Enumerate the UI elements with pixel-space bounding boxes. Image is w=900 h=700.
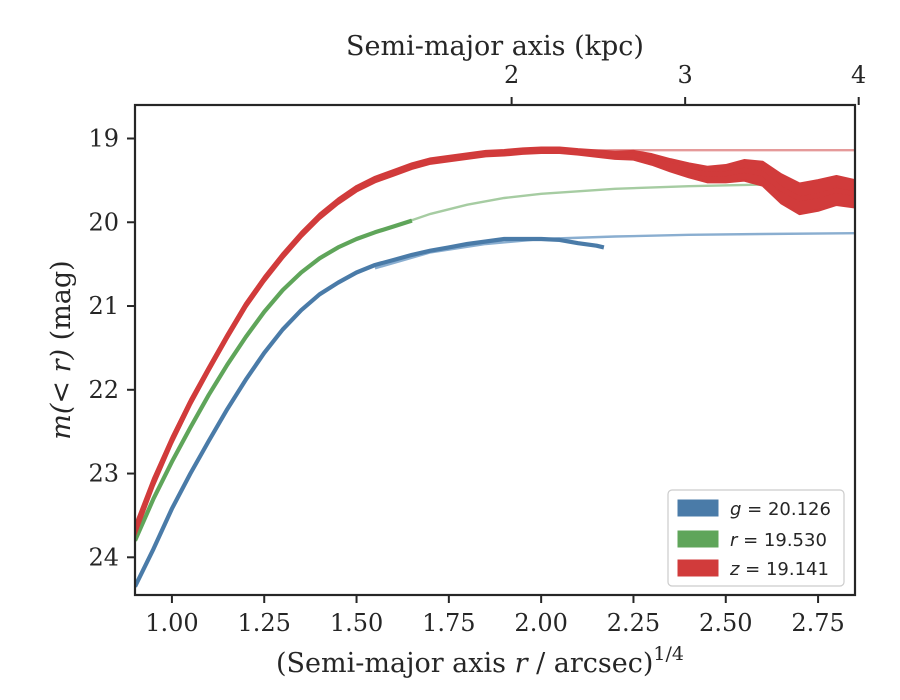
x-tick-label: 2.00: [514, 609, 567, 637]
top-tick-label: 2: [504, 61, 519, 89]
top-axis-title: Semi-major axis (kpc): [346, 31, 644, 62]
legend-label-g: g = 20.126: [730, 499, 831, 520]
top-axis-ticks: 23456: [504, 61, 866, 105]
y-tick-label: 24: [88, 543, 119, 571]
legend-swatch-z: [677, 559, 719, 577]
y-tick-label: 23: [88, 460, 119, 488]
legend-label-r: r = 19.530: [730, 530, 827, 551]
legend-swatch-g: [677, 499, 719, 517]
data-series: [135, 146, 855, 588]
y-axis-ticks: 19 20 21 22 23 24: [88, 125, 135, 571]
x-tick-label: 1.75: [422, 609, 475, 637]
y-tick-label: 21: [88, 292, 119, 320]
series-line-r: [135, 218, 413, 542]
plot-frame: [133, 103, 857, 597]
top-tick-label: 3: [678, 61, 693, 89]
series-line-g: [135, 236, 605, 588]
y-tick-label: 19: [88, 125, 119, 153]
x-axis-title: (Semi-major axis r / arcsec)1/4: [276, 643, 684, 679]
x-tick-label: 2.25: [607, 609, 660, 637]
legend-label-z: z = 19.141: [729, 559, 829, 580]
y-tick-label: 22: [88, 376, 119, 404]
x-tick-label: 2.50: [699, 609, 752, 637]
y-tick-label: 20: [88, 208, 119, 236]
x-tick-label: 1.00: [145, 609, 198, 637]
legend: g = 20.126 r = 19.530 z = 19.141: [667, 489, 845, 587]
model-curve-g: [374, 232, 855, 270]
x-tick-label: 2.75: [791, 609, 844, 637]
top-tick-label: 4: [851, 61, 866, 89]
x-tick-label: 1.50: [330, 609, 383, 637]
x-axis-ticks: 1.00 1.25 1.50 1.75 2.00 2.25 2.50 2.75: [145, 595, 845, 637]
series-line-z: [135, 147, 855, 532]
x-tick-label: 1.25: [238, 609, 291, 637]
model-curve-r: [393, 182, 855, 228]
legend-swatch-r: [677, 530, 719, 548]
y-axis-title: m(< r) (mag): [46, 260, 77, 439]
